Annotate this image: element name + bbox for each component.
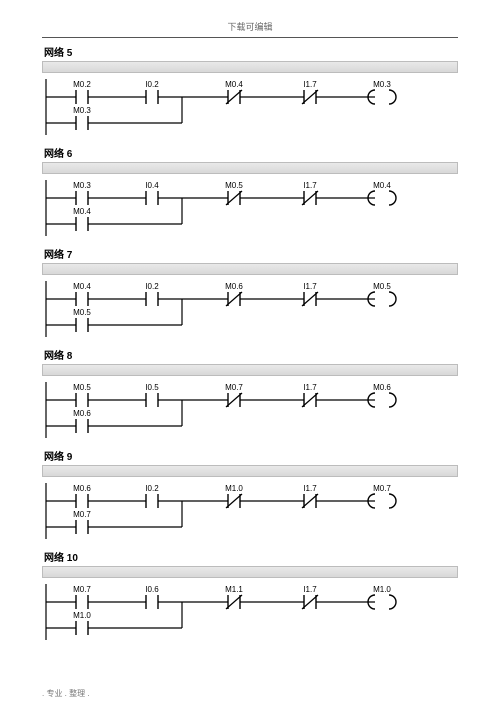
network-block: 网络 9 M0.6 I0.2 M1.0 I1.7 M0.7 M0.7 [42, 448, 458, 541]
network-title-bar [42, 465, 458, 477]
svg-text:M0.6: M0.6 [73, 409, 91, 418]
svg-text:I0.2: I0.2 [145, 80, 159, 89]
svg-text:M0.2: M0.2 [73, 80, 91, 89]
network-title: 网络 6 [44, 145, 458, 160]
svg-text:I1.7: I1.7 [303, 484, 317, 493]
network-title-bar [42, 162, 458, 174]
svg-text:M1.0: M1.0 [73, 611, 91, 620]
svg-text:I0.2: I0.2 [145, 282, 159, 291]
network-title: 网络 8 [44, 347, 458, 362]
network-block: 网络 5 M0.2 I0.2 M0.4 I1.7 M0.3 M0.3 [42, 44, 458, 137]
network-title: 网络 10 [44, 549, 458, 564]
svg-text:M0.7: M0.7 [73, 585, 91, 594]
svg-text:M0.6: M0.6 [373, 383, 391, 392]
ladder-wrap: M0.7 I0.6 M1.1 I1.7 M1.0 M1.0 [42, 580, 458, 642]
svg-text:I1.7: I1.7 [303, 282, 317, 291]
network-title: 网络 7 [44, 246, 458, 261]
network-block: 网络 7 M0.4 I0.2 M0.6 I1.7 M0.5 M0.5 [42, 246, 458, 339]
svg-text:I0.4: I0.4 [145, 181, 159, 190]
svg-text:M0.5: M0.5 [373, 282, 391, 291]
svg-text:I0.6: I0.6 [145, 585, 159, 594]
network-block: 网络 6 M0.3 I0.4 M0.5 I1.7 M0.4 M0.4 [42, 145, 458, 238]
network-title-bar [42, 263, 458, 275]
svg-text:M0.5: M0.5 [225, 181, 243, 190]
ladder-diagram: M0.3 I0.4 M0.5 I1.7 M0.4 M0.4 [42, 176, 452, 238]
networks-container: 网络 5 M0.2 I0.2 M0.4 I1.7 M0.3 M0.3 网络 6 … [42, 44, 458, 642]
svg-text:M1.0: M1.0 [373, 585, 391, 594]
svg-text:M1.1: M1.1 [225, 585, 243, 594]
svg-text:M0.7: M0.7 [73, 510, 91, 519]
ladder-wrap: M0.6 I0.2 M1.0 I1.7 M0.7 M0.7 [42, 479, 458, 541]
ladder-wrap: M0.2 I0.2 M0.4 I1.7 M0.3 M0.3 [42, 75, 458, 137]
network-block: 网络 8 M0.5 I0.5 M0.7 I1.7 M0.6 M0.6 [42, 347, 458, 440]
svg-text:M0.6: M0.6 [73, 484, 91, 493]
svg-text:I0.5: I0.5 [145, 383, 159, 392]
svg-text:M0.4: M0.4 [73, 282, 91, 291]
svg-text:M0.4: M0.4 [225, 80, 243, 89]
page: 下载可编辑 { "header": "下载可编辑", "footer": ". … [0, 0, 500, 707]
ladder-diagram: M0.6 I0.2 M1.0 I1.7 M0.7 M0.7 [42, 479, 452, 541]
network-title-bar [42, 61, 458, 73]
svg-text:M0.7: M0.7 [373, 484, 391, 493]
network-title-bar [42, 566, 458, 578]
page-footer: . 专业 . 整理 . [42, 688, 90, 699]
svg-text:M0.6: M0.6 [225, 282, 243, 291]
ladder-diagram: M0.7 I0.6 M1.1 I1.7 M1.0 M1.0 [42, 580, 452, 642]
svg-text:M0.5: M0.5 [73, 308, 91, 317]
svg-text:M1.0: M1.0 [225, 484, 243, 493]
ladder-wrap: M0.4 I0.2 M0.6 I1.7 M0.5 M0.5 [42, 277, 458, 339]
ladder-wrap: M0.5 I0.5 M0.7 I1.7 M0.6 M0.6 [42, 378, 458, 440]
network-block: 网络 10 M0.7 I0.6 M1.1 I1.7 M1.0 M1.0 [42, 549, 458, 642]
svg-text:M0.3: M0.3 [373, 80, 391, 89]
svg-text:M0.4: M0.4 [373, 181, 391, 190]
page-header: 下载可编辑 [42, 20, 458, 33]
header-divider [42, 37, 458, 38]
svg-text:M0.4: M0.4 [73, 207, 91, 216]
network-title: 网络 5 [44, 44, 458, 59]
ladder-diagram: M0.2 I0.2 M0.4 I1.7 M0.3 M0.3 [42, 75, 452, 137]
svg-text:M0.5: M0.5 [73, 383, 91, 392]
svg-text:I0.2: I0.2 [145, 484, 159, 493]
svg-text:I1.7: I1.7 [303, 181, 317, 190]
ladder-wrap: M0.3 I0.4 M0.5 I1.7 M0.4 M0.4 [42, 176, 458, 238]
svg-text:I1.7: I1.7 [303, 383, 317, 392]
svg-text:I1.7: I1.7 [303, 585, 317, 594]
network-title-bar [42, 364, 458, 376]
svg-text:M0.3: M0.3 [73, 106, 91, 115]
svg-text:I1.7: I1.7 [303, 80, 317, 89]
ladder-diagram: M0.5 I0.5 M0.7 I1.7 M0.6 M0.6 [42, 378, 452, 440]
svg-text:M0.3: M0.3 [73, 181, 91, 190]
ladder-diagram: M0.4 I0.2 M0.6 I1.7 M0.5 M0.5 [42, 277, 452, 339]
svg-text:M0.7: M0.7 [225, 383, 243, 392]
network-title: 网络 9 [44, 448, 458, 463]
